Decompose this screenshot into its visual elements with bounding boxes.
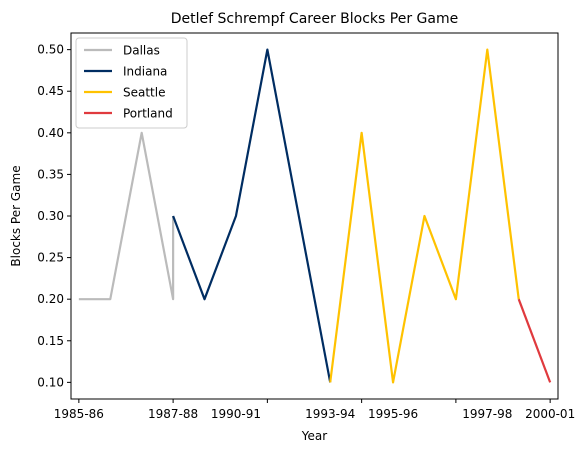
series-line-portland (517, 298, 552, 383)
x-tick-label: 1995-96 (368, 407, 418, 421)
series-line-indiana (172, 48, 332, 383)
x-axis-label: Year (301, 429, 327, 443)
x-tick-label: 1985-86 (54, 407, 104, 421)
y-tick-label: 0.10 (37, 375, 64, 389)
y-tick-label: 0.40 (37, 126, 64, 140)
legend-box (75, 37, 188, 129)
legend: Dallas Indiana Seattle Portland (75, 37, 188, 129)
y-tick-label: 0.25 (37, 251, 64, 265)
y-tick-label: 0.35 (37, 167, 64, 181)
chart-title: Detlef Schrempf Career Blocks Per Game (171, 11, 458, 27)
x-tick-label: 1997-98 (462, 407, 512, 421)
series-line-seattle (329, 48, 520, 384)
legend-label-indiana: Indiana (123, 65, 167, 79)
x-tick-label: 1987-88 (148, 407, 198, 421)
axes-layer: 0.10 0.15 0.20 0.25 0.30 0.35 0.40 0.45 0.50 1985… (37, 32, 575, 421)
y-axis-label: Blocks Per Game (9, 165, 23, 266)
legend-label-seattle: Seattle (123, 86, 165, 100)
y-tick-label: 0.45 (37, 84, 64, 98)
y-tick-label: 0.50 (37, 43, 64, 57)
x-tick-label: 1993-94 (305, 407, 355, 421)
legend-label-dallas: Dallas (123, 44, 160, 58)
series-line-dallas (78, 131, 175, 301)
y-tick-label: 0.30 (37, 209, 64, 223)
y-tick-label: 0.15 (37, 334, 64, 348)
x-tick-label: 1990-91 (211, 407, 261, 421)
legend-label-portland: Portland (123, 107, 173, 121)
x-tick-label: 2000-01 (525, 407, 575, 421)
y-tick-label: 0.20 (37, 292, 64, 306)
series-layer (78, 48, 552, 384)
